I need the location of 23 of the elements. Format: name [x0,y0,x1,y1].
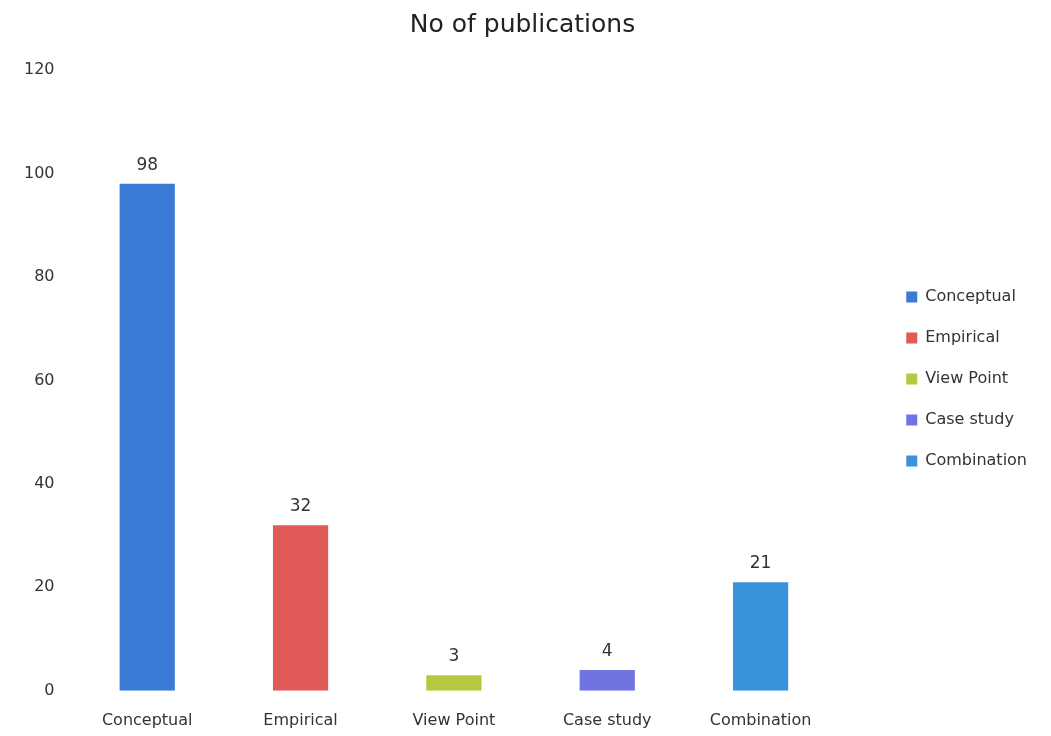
x-tick-label: View Point [412,709,496,729]
x-tick-label: Empirical [263,709,338,729]
legend-label: Combination [925,450,1028,470]
y-tick-label: 0 [44,679,55,699]
data-label: 4 [601,640,613,661]
legend-label: Case study [925,409,1014,429]
data-label: 3 [448,645,460,666]
legend-label: Conceptual [925,286,1016,306]
y-tick-label: 120 [23,59,55,79]
legend-label: Empirical [925,327,1000,347]
data-label: 98 [136,153,159,174]
data-label: 32 [289,495,312,516]
y-tick-label: 60 [34,369,55,389]
x-tick-label: Combination [709,709,812,729]
x-tick-label: Conceptual [101,709,193,729]
chart-title: No of publications [409,8,636,38]
y-tick-label: 40 [34,473,55,493]
legend-label: View Point [925,368,1009,388]
y-tick-label: 100 [23,162,55,182]
data-label: 21 [749,552,772,573]
y-tick-label: 20 [34,576,55,596]
x-tick-label: Case study [562,709,652,729]
y-tick-label: 80 [34,266,55,286]
